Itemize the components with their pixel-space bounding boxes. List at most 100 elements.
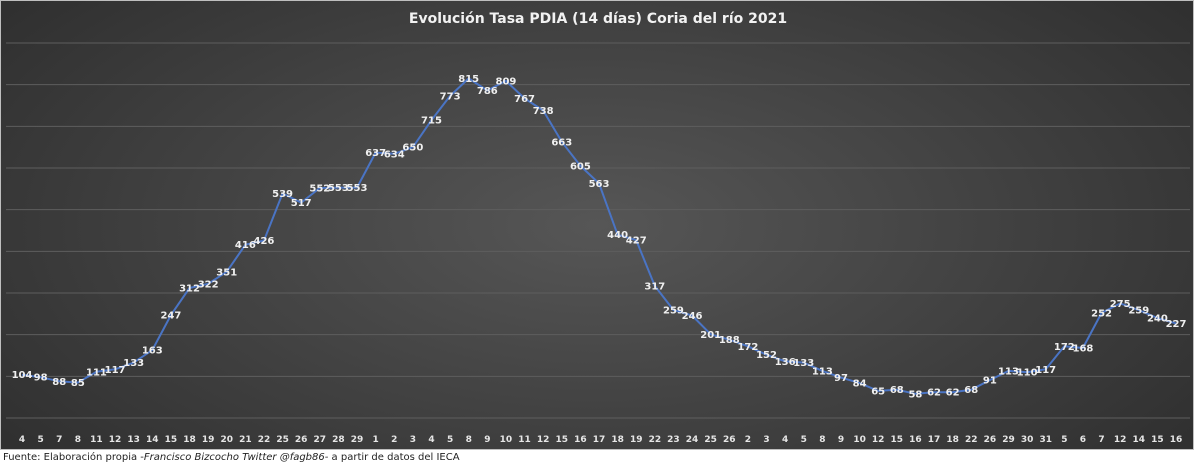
data-label: 252 (1091, 309, 1112, 320)
x-tick-label: 4 (19, 435, 25, 445)
data-label: 517 (291, 198, 312, 209)
data-label: 563 (589, 179, 610, 190)
x-tick-label: 25 (704, 435, 717, 445)
data-label: 85 (71, 378, 85, 389)
x-tick-label: 18 (946, 435, 959, 445)
x-tick-label: 31 (1039, 435, 1052, 445)
data-label: 58 (908, 389, 922, 400)
data-label: 663 (551, 137, 572, 148)
x-tick-label: 22 (258, 435, 271, 445)
source-prefix: Fuente: Elaboración propia - (3, 452, 144, 463)
x-tick-label: 19 (630, 435, 643, 445)
x-tick-label: 4 (428, 435, 434, 445)
x-tick-label: 28 (332, 435, 345, 445)
x-tick-label: 21 (239, 435, 252, 445)
x-tick-label: 5 (447, 435, 453, 445)
data-label: 815 (458, 74, 479, 85)
data-label: 650 (402, 143, 423, 154)
data-label: 91 (983, 376, 997, 387)
x-tick-label: 3 (763, 435, 769, 445)
x-tick-label: 18 (611, 435, 624, 445)
x-tick-label: 29 (1002, 435, 1015, 445)
data-label: 553 (347, 183, 368, 194)
x-tick-label: 18 (183, 435, 196, 445)
x-tick-label: 12 (109, 435, 122, 445)
data-label: 247 (160, 311, 181, 322)
x-tick-label: 10 (853, 435, 866, 445)
x-tick-label: 26 (723, 435, 736, 445)
x-tick-label: 16 (909, 435, 922, 445)
data-label: 163 (142, 346, 163, 357)
x-tick-label: 12 (872, 435, 885, 445)
x-tick-label: 5 (801, 435, 807, 445)
x-tick-label: 14 (1133, 435, 1146, 445)
x-tick-label: 25 (276, 435, 289, 445)
data-label: 97 (834, 373, 848, 384)
x-tick-label: 5 (37, 435, 43, 445)
x-tick-label: 30 (1021, 435, 1034, 445)
x-tick-label: 17 (928, 435, 941, 445)
x-tick-label: 27 (314, 435, 327, 445)
x-tick-label: 1 (373, 435, 379, 445)
x-tick-label: 7 (1098, 435, 1104, 445)
data-label: 65 (871, 386, 885, 397)
data-label: 715 (421, 116, 442, 127)
x-tick-label: 4 (782, 435, 788, 445)
x-tick-label: 24 (686, 435, 699, 445)
data-label: 426 (254, 236, 275, 247)
x-tick-label: 14 (146, 435, 159, 445)
x-tick-label: 8 (466, 435, 472, 445)
x-tick-label: 16 (574, 435, 587, 445)
x-tick-label: 15 (556, 435, 569, 445)
data-label: 227 (1166, 319, 1187, 330)
data-label: 605 (570, 161, 591, 172)
x-tick-label: 11 (518, 435, 531, 445)
data-label: 88 (52, 377, 66, 388)
x-tick-label: 2 (391, 435, 397, 445)
data-label: 773 (440, 91, 461, 102)
data-label: 68 (964, 385, 978, 396)
data-label: 168 (1072, 344, 1093, 355)
data-label: 427 (626, 236, 647, 247)
x-tick-label: 15 (165, 435, 178, 445)
data-label: 98 (34, 373, 48, 384)
x-tick-label: 8 (819, 435, 825, 445)
data-label: 738 (533, 106, 554, 117)
data-label: 133 (123, 358, 144, 369)
data-label: 809 (495, 76, 516, 87)
data-label: 767 (514, 94, 535, 105)
data-label: 104 (12, 370, 33, 381)
x-tick-label: 17 (593, 435, 606, 445)
data-label: 113 (812, 366, 833, 377)
x-tick-label: 23 (667, 435, 680, 445)
x-tick-label: 2 (745, 435, 751, 445)
x-tick-label: 16 (1170, 435, 1183, 445)
x-tick-label: 7 (56, 435, 62, 445)
x-tick-label: 9 (838, 435, 844, 445)
x-tick-label: 6 (1080, 435, 1086, 445)
x-tick-label: 29 (351, 435, 364, 445)
data-label: 322 (198, 279, 219, 290)
data-label: 84 (853, 379, 867, 390)
x-tick-label: 11 (90, 435, 103, 445)
data-label: 317 (644, 281, 665, 292)
x-tick-label: 3 (410, 435, 416, 445)
data-label: 786 (477, 86, 498, 97)
x-tick-label: 20 (220, 435, 233, 445)
x-tick-label: 22 (649, 435, 662, 445)
x-tick-label: 10 (500, 435, 513, 445)
data-label: 62 (927, 388, 941, 399)
x-tick-label: 12 (1114, 435, 1127, 445)
series-line (22, 78, 1176, 393)
source-author: Francisco Bizcocho Twitter @fagb86- (144, 452, 328, 463)
data-label: 62 (946, 388, 960, 399)
x-tick-label: 9 (484, 435, 490, 445)
x-tick-label: 12 (537, 435, 550, 445)
data-label: 246 (682, 311, 703, 322)
source-note: Fuente: Elaboración propia -Francisco Bi… (3, 452, 460, 463)
x-tick-label: 15 (891, 435, 904, 445)
x-tick-label: 22 (965, 435, 978, 445)
chart-frame: Evolución Tasa PDIA (14 días) Coria del … (0, 0, 1194, 450)
chart-plot: 104 98 88 851111171331632473123223514164265… (1, 1, 1195, 451)
x-tick-label: 5 (1061, 435, 1067, 445)
